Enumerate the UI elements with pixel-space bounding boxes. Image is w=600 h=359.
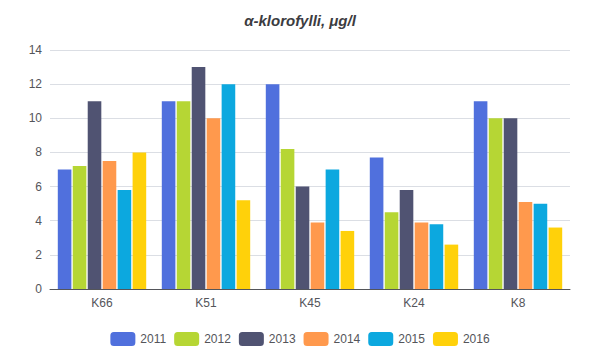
svg-text:2015: 2015 (398, 332, 425, 346)
svg-text:12: 12 (29, 77, 43, 91)
svg-text:K45: K45 (299, 296, 321, 310)
svg-text:2013: 2013 (269, 332, 296, 346)
svg-text:2016: 2016 (463, 332, 490, 346)
svg-text:K51: K51 (195, 296, 217, 310)
svg-text:6: 6 (35, 180, 42, 194)
svg-text:14: 14 (29, 43, 43, 57)
svg-text:2012: 2012 (204, 332, 231, 346)
svg-text:4: 4 (35, 214, 42, 228)
svg-text:2014: 2014 (334, 332, 361, 346)
svg-text:K8: K8 (511, 296, 526, 310)
svg-text:8: 8 (35, 145, 42, 159)
svg-text:K24: K24 (403, 296, 425, 310)
svg-text:2: 2 (35, 248, 42, 262)
svg-text:10: 10 (29, 111, 43, 125)
svg-text:2011: 2011 (140, 332, 166, 346)
svg-text:0: 0 (35, 282, 42, 296)
svg-text:K66: K66 (91, 296, 113, 310)
svg-text:α-klorofylli, μg/l: α-klorofylli, μg/l (244, 12, 357, 29)
